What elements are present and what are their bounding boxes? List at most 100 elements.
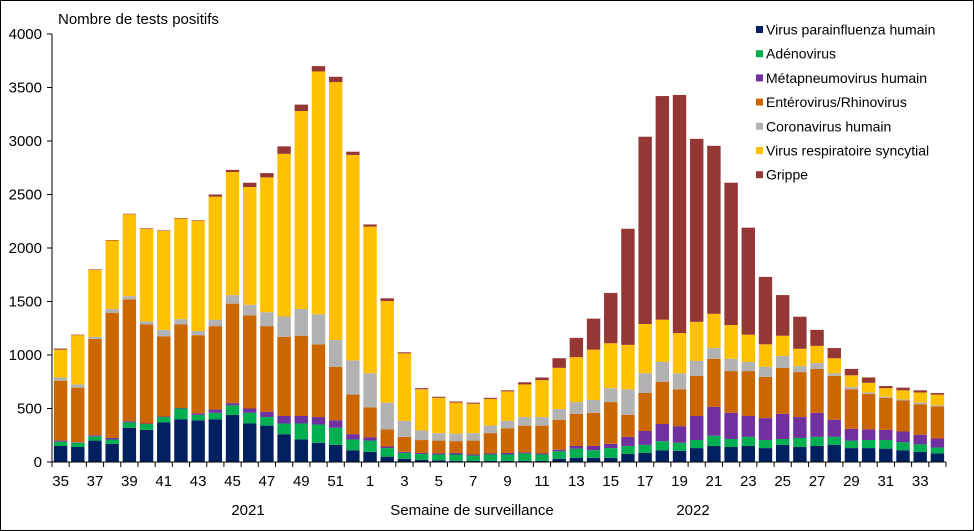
bar-segment-ad-novirus <box>208 412 223 420</box>
legend-item: Virus respiratoire syncytial <box>756 143 929 159</box>
bar-stack-week-31-2022 <box>879 386 893 462</box>
bar-segment-coronavirus-humain <box>844 387 859 390</box>
bar-segment-ent-rovirus-rhinovirus <box>53 380 68 441</box>
bar-segment-ad-novirus <box>690 440 704 449</box>
bar-segment-ad-novirus <box>260 417 274 426</box>
bar-segment-ad-novirus <box>896 442 910 451</box>
bar-segment-ad-novirus <box>363 440 377 452</box>
bar-segment-virus-respiratoire-syncytial <box>500 391 515 421</box>
bar-segment-virus-respiratoire-syncytial <box>466 403 480 434</box>
bar-segment-virus-parainfluenza-humain <box>105 443 119 462</box>
bar-segment-grippe <box>604 292 618 344</box>
bar-segment-ad-novirus <box>346 439 360 451</box>
x-tick-label: 21 <box>706 473 723 490</box>
bar-segment-grippe <box>707 145 721 314</box>
bar-segment-virus-parainfluenza-humain <box>655 450 670 462</box>
bar-segment-m-tapneumovirus-humain <box>569 445 584 449</box>
bar-stack-week-34-2022 <box>930 392 945 462</box>
bar-segment-grippe <box>930 392 945 395</box>
bar-segment-grippe <box>827 348 841 359</box>
bar-segment-m-tapneumovirus-humain <box>690 415 704 441</box>
bar-segment-grippe <box>191 220 205 221</box>
bar-segment-virus-respiratoire-syncytial <box>174 218 188 320</box>
bar-segment-virus-respiratoire-syncytial <box>311 71 326 315</box>
bar-segment-virus-parainfluenza-humain <box>483 460 498 462</box>
bar-segment-virus-respiratoire-syncytial <box>53 349 68 378</box>
bar-stack-week-7-2022 <box>466 402 480 462</box>
bar-segment-grippe <box>896 387 910 391</box>
x-tick-label: 5 <box>435 473 443 490</box>
bar-segment-grippe <box>879 386 893 389</box>
bar-segment-grippe <box>483 397 498 399</box>
bar-segment-ent-rovirus-rhinovirus <box>672 389 687 427</box>
bar-segment-ad-novirus <box>277 423 291 435</box>
bar-segment-ent-rovirus-rhinovirus <box>707 358 721 407</box>
bar-segment-ad-novirus <box>518 453 532 461</box>
x-tick-label: 47 <box>259 473 276 490</box>
bar-segment-ad-novirus <box>397 452 412 459</box>
bars-group <box>53 66 945 462</box>
bar-segment-ad-novirus <box>483 454 498 461</box>
bar-segment-ent-rovirus-rhinovirus <box>930 406 945 439</box>
x-tick-label: 17 <box>637 473 654 490</box>
bar-stack-week-30-2022 <box>861 377 876 462</box>
bar-segment-virus-parainfluenza-humain <box>414 459 429 462</box>
bar-segment-coronavirus-humain <box>707 348 721 359</box>
y-tick-label: 1000 <box>9 347 42 364</box>
bar-stack-week-36-2021 <box>71 334 85 462</box>
legend-item: Coronavirus humain <box>756 118 891 134</box>
bar-segment-coronavirus-humain <box>861 392 876 395</box>
x-tick-label: 1 <box>366 473 374 490</box>
bar-segment-virus-parainfluenza-humain <box>208 419 223 462</box>
x-tick-label: 15 <box>602 473 619 490</box>
bar-segment-grippe <box>71 334 85 336</box>
legend-swatch <box>756 26 763 33</box>
bar-segment-ent-rovirus-rhinovirus <box>552 419 566 450</box>
bar-segment-virus-respiratoire-syncytial <box>810 345 824 364</box>
bar-segment-virus-respiratoire-syncytial <box>896 390 910 400</box>
bar-segment-ent-rovirus-rhinovirus <box>88 338 102 436</box>
bar-segment-ent-rovirus-rhinovirus <box>432 440 446 454</box>
bar-segment-virus-parainfluenza-humain <box>741 445 755 462</box>
bar-segment-ent-rovirus-rhinovirus <box>483 433 498 454</box>
bar-segment-coronavirus-humain <box>741 361 755 372</box>
bar-segment-coronavirus-humain <box>139 321 154 325</box>
bar-stack-week-39-2021 <box>122 213 137 462</box>
bar-segment-virus-respiratoire-syncytial <box>672 333 687 374</box>
bar-segment-m-tapneumovirus-humain <box>793 417 807 438</box>
bar-segment-ad-novirus <box>741 436 755 446</box>
bar-stack-week-15-2022 <box>604 292 618 462</box>
bar-segment-virus-respiratoire-syncytial <box>122 214 137 297</box>
bar-segment-virus-respiratoire-syncytial <box>793 348 807 366</box>
bar-stack-week-50-2021 <box>311 66 326 462</box>
x-tick-label: 9 <box>503 473 511 490</box>
bar-segment-coronavirus-humain <box>604 388 618 403</box>
x-tick-label: 27 <box>809 473 826 490</box>
bar-segment-ad-novirus <box>500 454 515 461</box>
bar-segment-m-tapneumovirus-humain <box>896 431 910 443</box>
bar-segment-coronavirus-humain <box>225 295 240 304</box>
bar-segment-ent-rovirus-rhinovirus <box>449 441 463 453</box>
bar-segment-m-tapneumovirus-humain <box>311 417 326 425</box>
bar-segment-ent-rovirus-rhinovirus <box>380 429 394 447</box>
bar-stack-week-6-2022 <box>449 401 463 462</box>
bar-segment-coronavirus-humain <box>328 340 343 367</box>
bar-segment-ad-novirus <box>414 453 429 460</box>
legend-swatch <box>756 147 763 154</box>
bar-segment-m-tapneumovirus-humain <box>655 424 670 442</box>
bar-segment-virus-parainfluenza-humain <box>775 444 790 462</box>
bar-stack-week-27-2022 <box>810 329 824 462</box>
bar-segment-grippe <box>397 352 412 354</box>
bar-segment-ent-rovirus-rhinovirus <box>277 336 291 416</box>
bar-segment-ad-novirus <box>621 445 635 454</box>
bar-segment-ad-novirus <box>191 414 205 421</box>
bar-segment-coronavirus-humain <box>397 420 412 437</box>
bar-segment-virus-respiratoire-syncytial <box>844 375 859 388</box>
bar-segment-virus-respiratoire-syncytial <box>294 111 308 309</box>
x-tick-label: 19 <box>671 473 688 490</box>
bar-segment-ad-novirus <box>775 438 790 445</box>
bar-segment-ad-novirus <box>604 448 618 458</box>
bar-stack-week-12-2022 <box>552 358 566 462</box>
legend-swatch <box>756 98 763 106</box>
